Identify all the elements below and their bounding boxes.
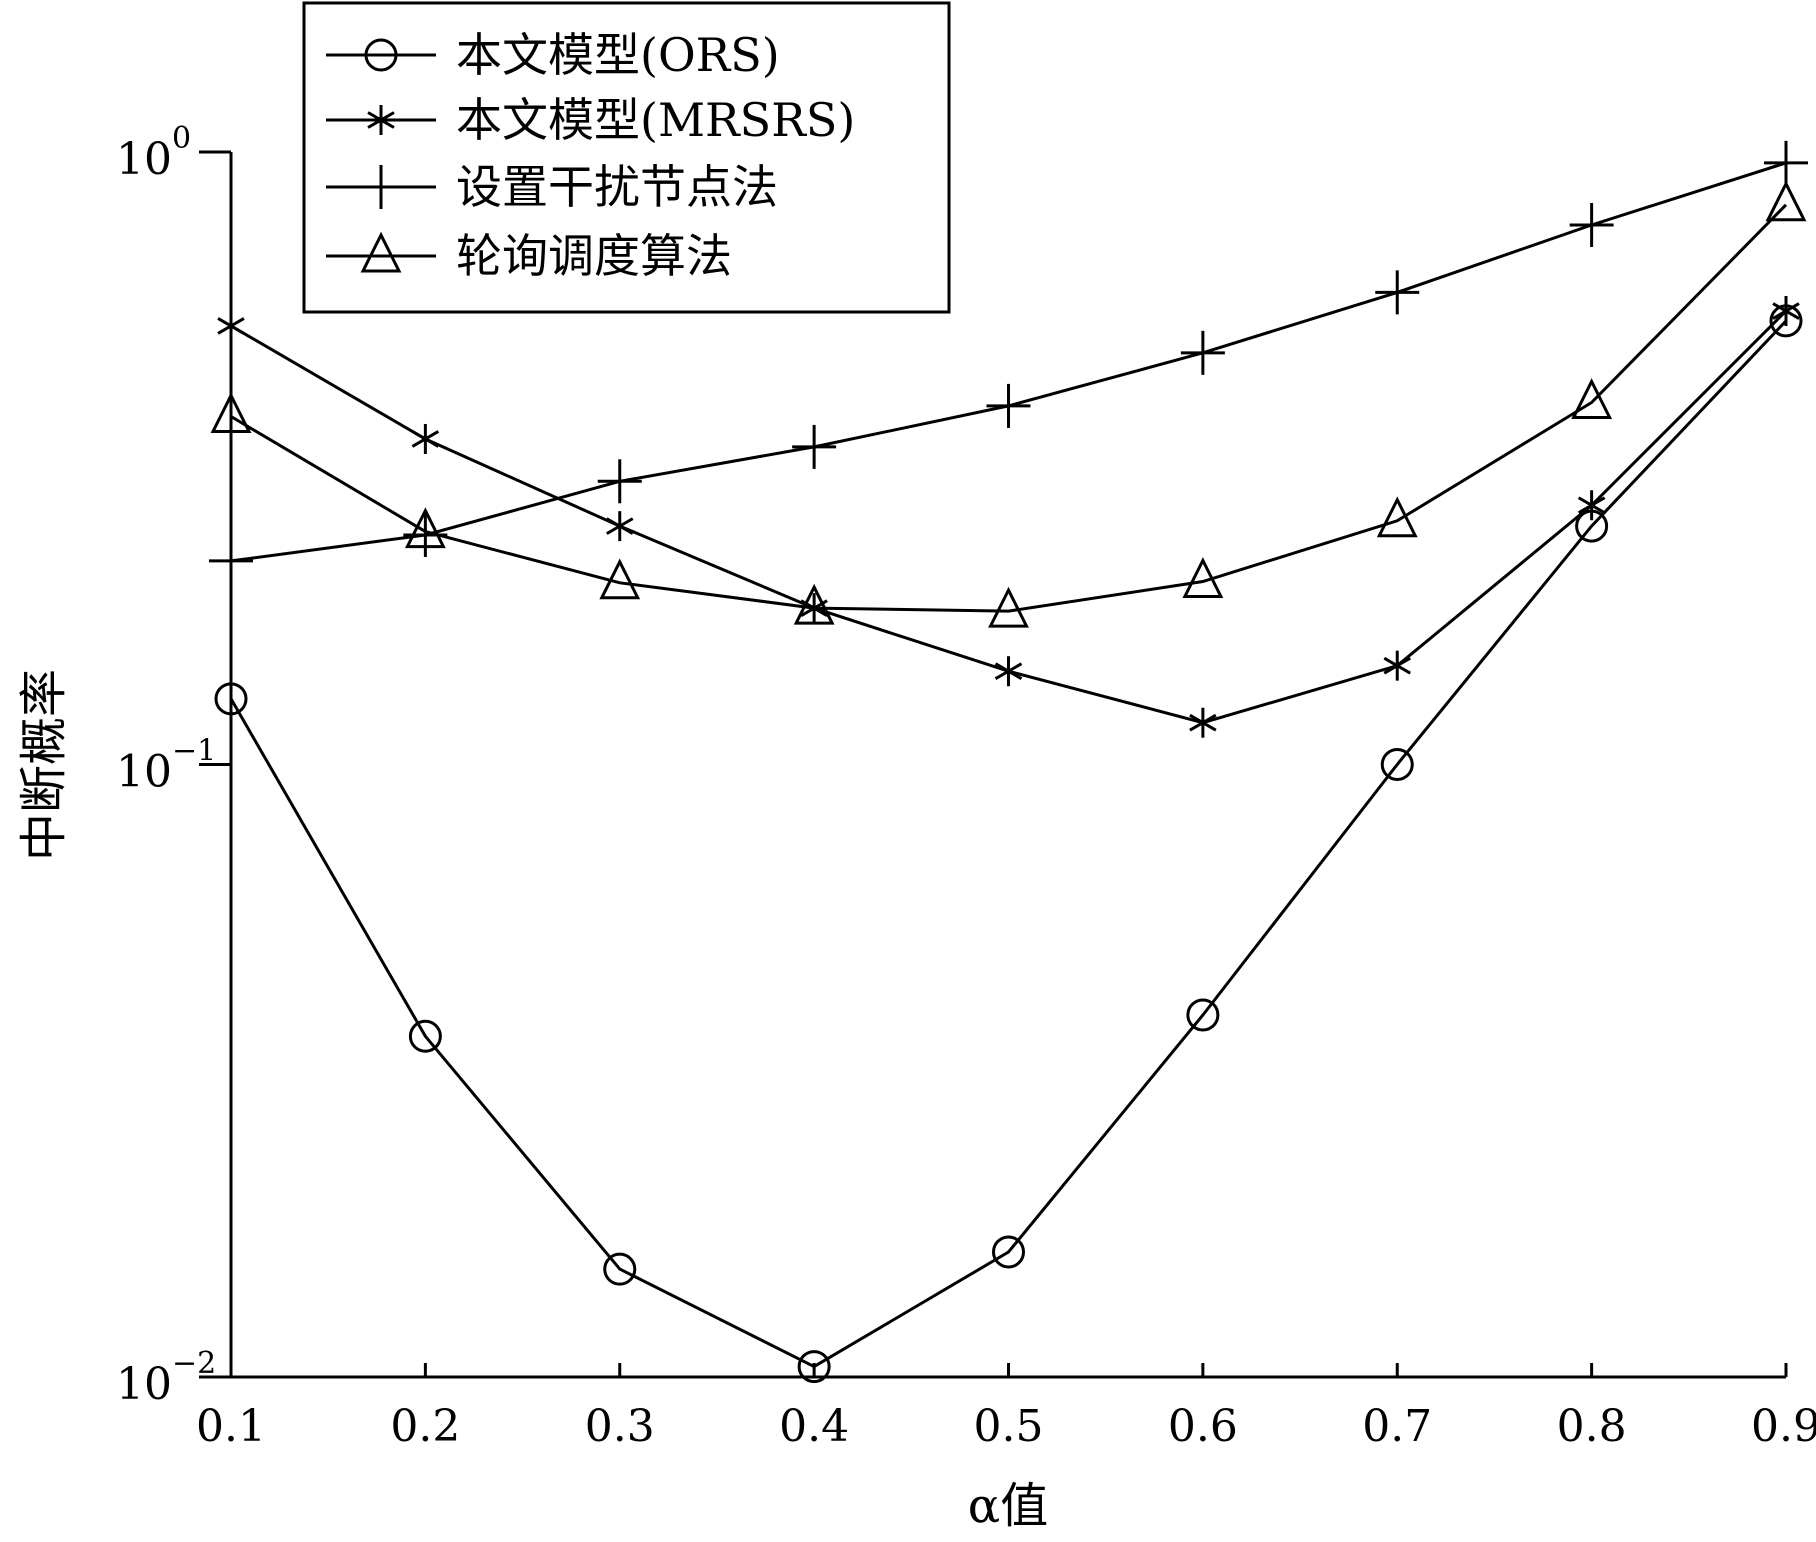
series-circle [214,304,1803,1384]
legend-label: 本文模型(ORS) [456,28,780,82]
data-point [597,459,642,504]
legend-entry: 本文模型(MRSRS) [326,93,855,147]
x-tick-label: 0.1 [196,1401,266,1452]
data-point [1569,203,1614,248]
data-point [1180,330,1225,375]
data-point [1380,748,1414,781]
series-triangle [210,180,1807,628]
y-tick-base: 10 [116,1359,172,1410]
data-point [988,586,1029,628]
legend-marker [364,38,398,72]
legend-entry: 轮询调度算法 [326,229,732,283]
y-tick-base: 10 [116,134,172,185]
y-tick-base: 10 [116,747,172,798]
data-point [599,558,641,600]
data-point [606,511,634,542]
legend-label: 轮询调度算法 [456,229,732,283]
x-tick-label: 0.7 [1362,1401,1432,1452]
y-tick-label: 100 [116,121,191,185]
legend-label: 设置干扰节点法 [456,160,778,214]
y-tick-exponent: −1 [172,734,216,769]
y-axis-title: 中断概率 [16,669,72,861]
data-point [1376,496,1418,538]
x-tick-label: 0.9 [1751,1401,1816,1452]
data-point [1764,140,1808,185]
x-tick-label: 0.4 [779,1401,849,1452]
series-layer [209,140,1808,1384]
x-ticks: 0.1 0.2 0.3 0.4 0.5 0.6 0.7 0.8 0.9 [196,1363,1816,1452]
data-point [411,423,440,454]
axes [229,152,1786,1379]
series-line [230,203,1788,613]
data-point [1577,490,1606,521]
y-tick-exponent: 0 [172,121,191,156]
data-point [404,507,446,549]
legend-label: 本文模型(MRSRS) [456,93,855,147]
data-point [986,383,1031,428]
data-point [1772,296,1800,327]
data-point [1383,650,1411,681]
y-tick-exponent: −2 [172,1346,216,1381]
legend-marker [360,231,402,273]
data-point [408,1019,442,1053]
axis-titles: α值 中断概率 [16,669,1048,1534]
legend-marker [359,165,403,209]
data-point [792,424,837,469]
x-tick-label: 0.6 [1168,1401,1238,1452]
data-point [793,583,835,625]
data-point [209,538,253,583]
data-point [992,1235,1025,1269]
legend-entry: 本文模型(ORS) [326,28,780,82]
x-tick-label: 0.5 [974,1401,1044,1452]
legend-marker [367,105,395,135]
data-point [1571,378,1613,419]
data-point [797,1350,831,1384]
x-tick-label: 0.2 [390,1401,460,1452]
data-point [994,656,1023,687]
y-tick-label: 10−2 [116,1346,216,1410]
data-point [1375,270,1420,315]
data-point [1182,557,1224,598]
series-plus [209,140,1808,583]
y-tick-label: 10−1 [116,734,216,798]
data-point [217,310,245,341]
data-point [214,682,248,716]
series-line [229,319,1788,1369]
series-asterisk [217,296,1800,738]
legend-entry: 设置干扰节点法 [326,160,778,214]
x-tick-label: 0.8 [1557,1401,1627,1452]
data-point [1189,707,1217,738]
x-axis-title: α值 [968,1478,1048,1534]
data-point [1186,998,1220,1032]
data-point [1765,180,1807,222]
data-point [603,1252,637,1286]
x-tick-label: 0.3 [585,1401,655,1452]
data-point [210,392,252,433]
